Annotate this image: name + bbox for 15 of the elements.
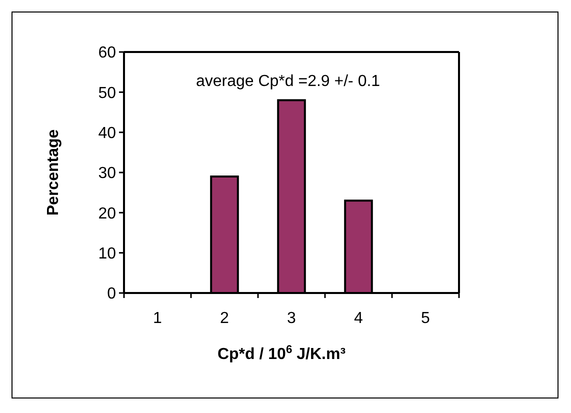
x-tick-label: 4 [354,310,364,327]
x-tick-label: 1 [153,310,162,327]
y-tick-label: 30 [98,165,116,182]
y-tick-label: 50 [98,84,116,102]
y-axis-title: Percentage [45,129,62,216]
x-tick-label: 3 [287,310,296,327]
x-axis-title: Cp*d / 10$^{6}$ J/K.m³ [217,344,346,363]
x-tick-label: 5 [421,310,430,327]
x-tick-label: 2 [220,310,230,327]
annotation: average Cp*d =2.9 +/- 0.1 [196,73,380,90]
y-tick-label: 10 [98,245,116,262]
y-tick-label: 0 [107,286,116,303]
y-tick-label: 60 [98,44,116,62]
y-tick-label: 20 [98,205,116,222]
y-tick-label: 40 [98,124,116,142]
